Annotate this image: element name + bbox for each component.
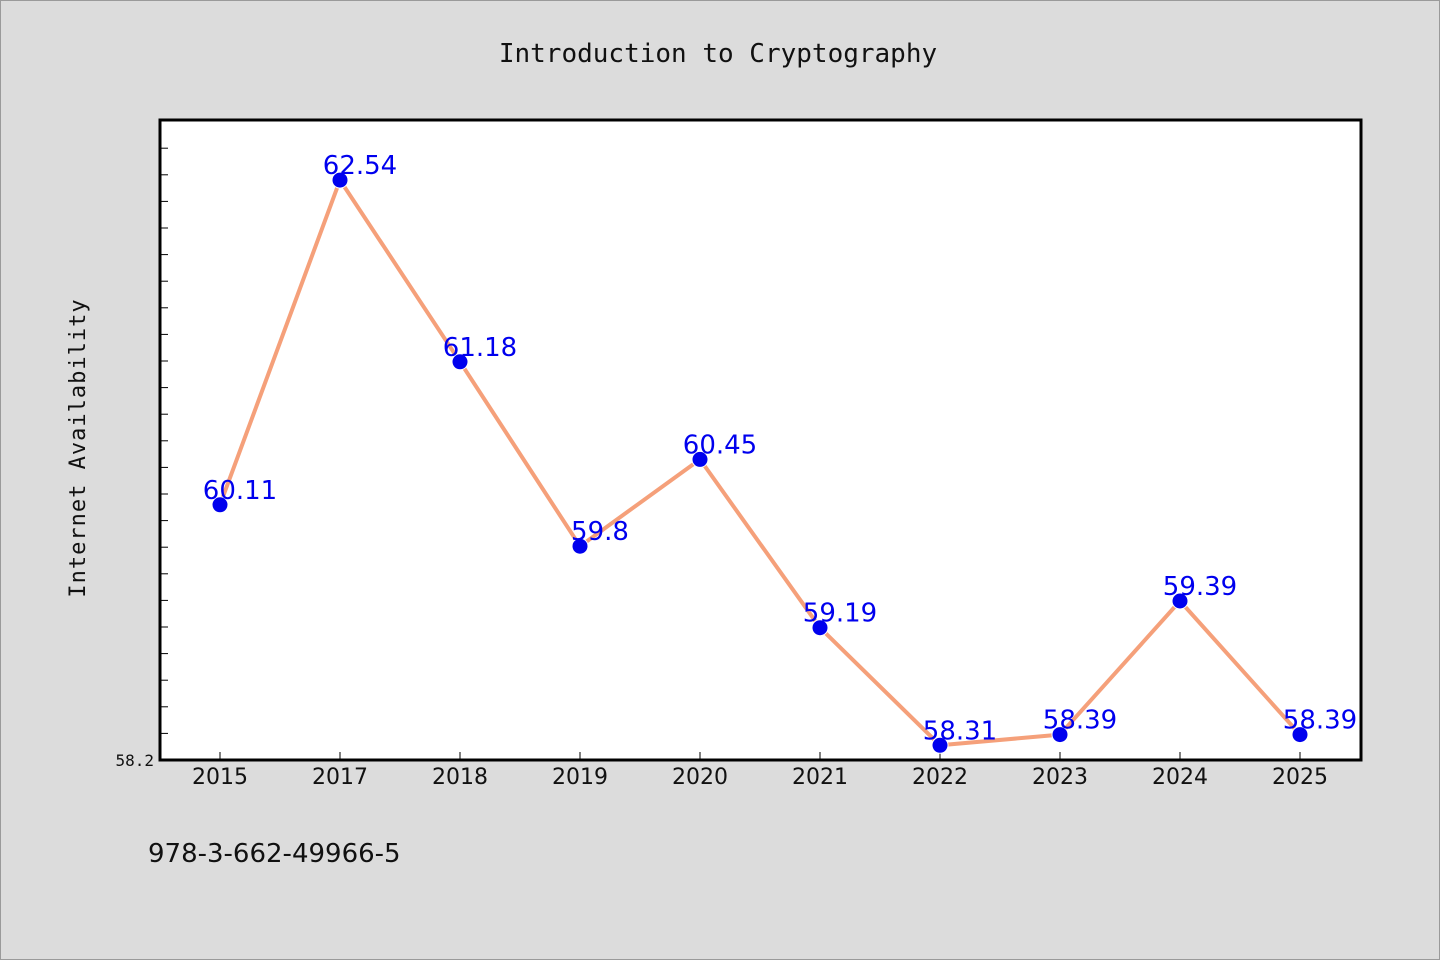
data-point [1051, 726, 1069, 744]
x-tick-label: 2015 [192, 765, 248, 790]
data-label: 61.18 [443, 333, 517, 363]
data-point [211, 496, 229, 514]
data-label: 58.31 [923, 716, 997, 746]
x-tick-label: 2018 [432, 765, 488, 790]
x-tick-label: 2019 [552, 765, 608, 790]
data-label: 62.54 [323, 151, 397, 181]
data-point [571, 537, 589, 555]
data-label: 59.39 [1163, 572, 1237, 602]
data-point [1171, 592, 1189, 610]
y-tick-labels: 58.2 [115, 751, 154, 770]
data-point [931, 736, 949, 754]
x-tick-label: 2017 [312, 765, 368, 790]
x-tick-label: 2020 [672, 765, 728, 790]
series-markers [211, 171, 1309, 754]
plot-area [160, 120, 1361, 760]
x-tick-label: 2022 [912, 765, 968, 790]
data-point [451, 353, 469, 371]
data-point [811, 619, 829, 637]
y-axis-label: Internet Availability [66, 298, 91, 597]
x-tick-labels: 2015 2017 2018 2019 2020 2021 2022 2023 2024 2025 [192, 765, 1328, 790]
data-label: 59.8 [571, 517, 629, 547]
data-point [1291, 726, 1309, 744]
x-tick-label: 2025 [1272, 765, 1328, 790]
x-tick-label: 2023 [1032, 765, 1088, 790]
x-tick-label: 2024 [1152, 765, 1208, 790]
x-tick-label: 2021 [792, 765, 848, 790]
chart-title: Introduction to Cryptography [499, 39, 937, 69]
y-tick-label: 58.2 [115, 751, 154, 770]
data-label: 59.19 [803, 599, 877, 629]
plot-border [158, 118, 1363, 762]
series-polyline [218, 178, 1302, 748]
data-label: 58.39 [1283, 706, 1357, 736]
data-label: 60.11 [203, 476, 277, 506]
data-label: 60.45 [683, 430, 757, 460]
isbn-text: 978-3-662-49966-5 [148, 839, 401, 869]
series-line [218, 178, 1302, 748]
data-point [691, 450, 709, 468]
data-labels: 60.11 62.54 61.18 59.8 60.45 59.19 58.31 58.39 5… [203, 151, 1357, 746]
data-point [331, 171, 349, 189]
data-label: 58.39 [1043, 706, 1117, 736]
